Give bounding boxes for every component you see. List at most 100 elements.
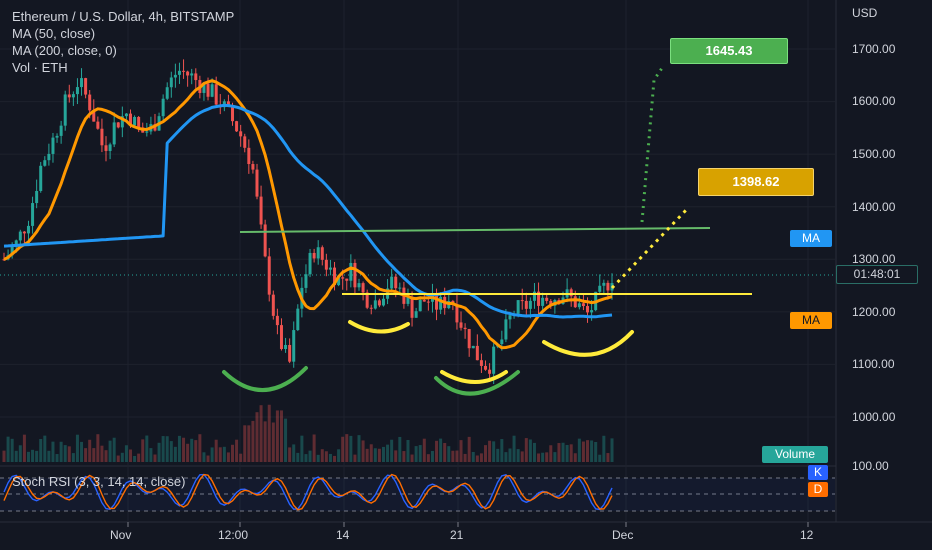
candle-body — [475, 345, 479, 361]
volume-bar — [406, 439, 410, 462]
volume-bar — [324, 451, 328, 462]
candle-body — [255, 169, 259, 197]
volume-bar — [145, 435, 149, 462]
candle-body — [324, 259, 328, 270]
candle-body — [333, 267, 337, 286]
moving-averages — [3, 79, 613, 350]
volume-bar — [247, 425, 251, 462]
candle-body — [112, 122, 116, 145]
volume-bar — [414, 446, 418, 462]
candle-body — [284, 344, 288, 350]
candle-body — [194, 73, 198, 81]
volume-bar — [124, 445, 128, 462]
candle-body — [96, 121, 100, 129]
volume-bar — [512, 435, 516, 462]
candle-body — [422, 299, 426, 302]
volume-bar — [328, 453, 332, 462]
legend-stoch-rsi[interactable]: Stoch RSI (3, 3, 14, 14, close) — [12, 474, 186, 489]
volume-bar — [565, 444, 569, 462]
candle-body — [108, 144, 112, 151]
volume-bar — [553, 452, 557, 462]
volume-bar — [55, 454, 59, 462]
volume-bar — [569, 444, 573, 462]
candle-body — [161, 98, 165, 117]
candle-body — [67, 94, 71, 98]
volume-bar — [475, 455, 479, 462]
volume-bar — [137, 453, 141, 462]
volume-bar — [222, 446, 226, 462]
candle-body — [459, 322, 463, 328]
volume-bar — [471, 451, 475, 462]
candle-body — [267, 256, 271, 295]
legend-ma200[interactable]: MA (200, close, 0) — [12, 43, 117, 58]
volume-bar — [271, 422, 275, 462]
volume-bar — [537, 453, 541, 462]
volume-bar — [504, 452, 508, 462]
legend-volume[interactable]: Vol · ETH — [12, 60, 68, 75]
candle-body — [51, 137, 55, 154]
candle-body — [328, 267, 332, 270]
countdown-tag: 01:48:01 — [836, 265, 918, 284]
candle-body — [26, 225, 30, 234]
volume-bar — [390, 439, 394, 462]
y-tick-1600: 1600.00 — [852, 94, 896, 108]
candle-body — [231, 105, 235, 122]
volume-bar — [149, 448, 153, 462]
volume-bar — [157, 442, 161, 462]
candle-body — [349, 262, 353, 281]
candle-body — [43, 160, 47, 166]
candle-body — [520, 300, 524, 302]
candle-body — [128, 113, 132, 126]
volume-bar — [333, 455, 337, 462]
candle-body — [394, 276, 398, 289]
volume-bar — [198, 434, 202, 462]
candle-body — [71, 94, 75, 98]
candle-body — [35, 190, 39, 204]
candle-body — [120, 116, 124, 128]
volume-bar — [610, 438, 614, 462]
legend-ma50[interactable]: MA (50, close) — [12, 26, 96, 41]
candle-body — [492, 346, 496, 374]
volume-bar — [304, 454, 308, 462]
candle-body — [271, 294, 275, 316]
volume-bar — [263, 421, 267, 462]
candle-body — [590, 310, 594, 313]
candle-body — [165, 87, 169, 99]
candle-body — [251, 164, 255, 170]
y-tick-1000: 1000.00 — [852, 410, 896, 424]
candle-body — [316, 247, 320, 259]
y-axis-currency: USD — [852, 6, 878, 20]
volume-bar — [22, 434, 26, 462]
candle-body — [410, 296, 414, 318]
volume-bar — [439, 438, 443, 462]
candle-body — [602, 282, 606, 286]
candle-body — [116, 122, 120, 128]
candle-body — [353, 262, 357, 288]
volume-bar — [194, 440, 198, 462]
volume-bar — [300, 435, 304, 462]
candle-body — [390, 276, 394, 289]
legend-title[interactable]: Ethereum / U.S. Dollar, 4h, BITSTAMP — [12, 9, 235, 24]
volume-bar — [496, 448, 500, 462]
volume-axis-tag: Volume — [762, 446, 828, 463]
y-tick-1700: 1700.00 — [852, 42, 896, 56]
volume-bar — [577, 438, 581, 462]
volume-bar — [357, 435, 361, 462]
candle-body — [541, 297, 545, 306]
candle-body — [606, 282, 610, 291]
chart-legend: Ethereum / U.S. Dollar, 4h, BITSTAMP MA … — [12, 8, 234, 76]
candle-body — [31, 203, 35, 226]
volume-bar — [594, 441, 598, 462]
volume-bar — [279, 410, 283, 462]
volume-bar — [14, 450, 18, 462]
x-tick-12: 12 — [800, 528, 814, 542]
target-tag-yellow[interactable]: 1398.62 — [698, 168, 814, 196]
target-tag-green[interactable]: 1645.43 — [670, 38, 788, 64]
volume-bar — [292, 444, 296, 462]
volume-bar — [133, 455, 137, 462]
candle-body — [169, 77, 173, 88]
x-tick-21: 21 — [450, 528, 464, 542]
volume-bar — [508, 448, 512, 462]
volume-bar — [528, 439, 532, 462]
